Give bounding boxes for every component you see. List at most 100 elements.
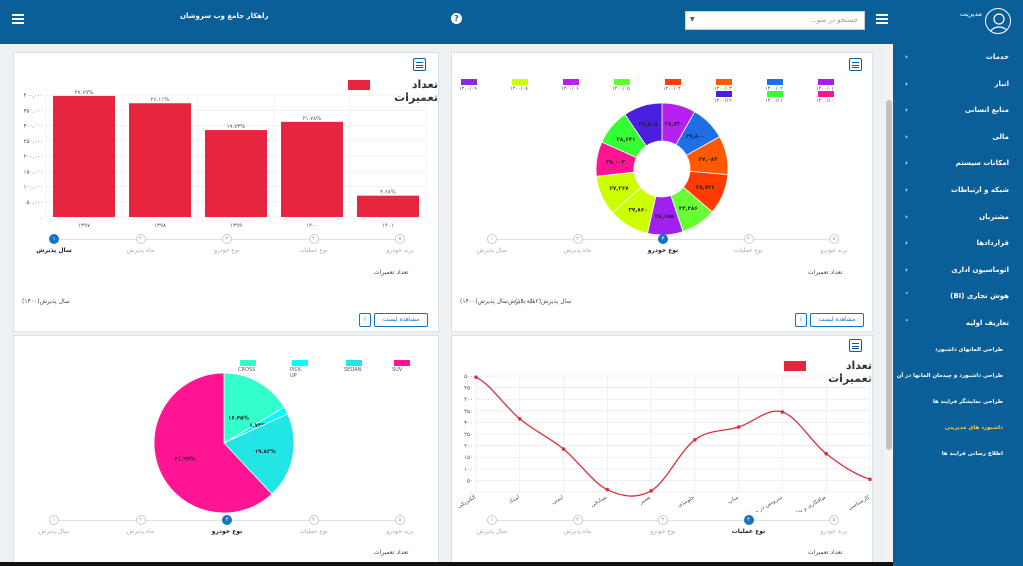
legend-label: CROSS [238,366,256,373]
data-point[interactable] [693,438,697,442]
step-3[interactable]: ۳ [222,234,232,244]
step-5[interactable]: ۵ [395,515,405,525]
step-4[interactable]: ۴ [743,515,754,525]
list-icon[interactable] [876,14,888,26]
y-tick-label: ۳۵۰,۰۰۰ [24,108,43,114]
bar[interactable] [53,95,115,217]
sidebar-item[interactable]: مالی ‹ [893,124,1023,151]
step-3[interactable]: ۳ [222,515,232,525]
info-button[interactable]: i [359,313,371,327]
step-3[interactable]: ۳ [658,234,668,244]
step-5[interactable]: ۵ [829,234,839,244]
legend-item[interactable]: ۱۴۰۰/۰۳ [714,79,732,92]
step-2[interactable]: ۲ [572,234,583,244]
chart-menu-button[interactable] [413,58,426,71]
chart-menu-button[interactable] [849,58,862,71]
x-tick-label: جلوبندی [677,495,696,509]
sidebar-item[interactable]: منابع انسانی ‹ [893,97,1023,124]
bar[interactable] [357,195,419,217]
legend-item[interactable]: ۱۴۰۰/۰۹ [459,79,477,92]
step-2[interactable]: ۲ [135,515,146,525]
step-1[interactable]: ۱ [49,234,59,244]
y-tick-label: ۴۰۰ [464,397,473,403]
help-icon[interactable]: ? [451,13,462,24]
sidebar-item[interactable]: مشتریان ‹ [893,204,1023,231]
sidebar-item[interactable]: هوش تجاری (BI) ˅ [893,283,1023,310]
legend-item[interactable]: PICK UP [290,360,308,379]
step-4[interactable]: ۴ [308,515,319,525]
step-1[interactable]: ۱ [487,234,497,244]
legend-item[interactable]: ۱۴۰۰/۰۵ [612,79,630,92]
legend-item[interactable]: ۱۴۰۰/۰۲ [765,79,783,92]
data-point[interactable] [780,410,785,414]
pie-chart-panel: CROSS PICK UP SEDAN SUV ۱۶.۴۵% ۱.۷۳% ۱۹.۸۲% ۶۱… [13,335,439,566]
step-3[interactable]: ۳ [658,515,668,525]
legend-item[interactable]: ۱۴۰۰/۱۱ [765,91,783,104]
sidebar-item[interactable]: قراردادها ‹ [893,230,1023,257]
data-point[interactable] [824,451,829,456]
step-1[interactable]: ۱ [49,515,59,525]
step-4[interactable]: ۴ [743,234,754,244]
sidebar-item[interactable]: تعاریف اولیه ˅ [893,310,1023,337]
sidebar-item[interactable]: خدمات ‹ [893,44,1023,71]
step-5[interactable]: ۵ [395,234,405,244]
data-label: ۲۶.۱۱% [151,97,170,103]
x-tick-label: ۱۳۹۷ [78,223,90,229]
x-tick-label: ۱۳۹۸ [154,223,166,229]
bar[interactable] [281,121,343,217]
bar[interactable] [129,103,191,217]
sidebar-item[interactable]: انبار ‹ [893,71,1023,98]
step-2[interactable]: ۲ [572,515,583,525]
data-point[interactable] [517,417,522,421]
sidebar-item[interactable]: امکانات سیستم ‹ [893,150,1023,177]
step-4[interactable]: ۴ [308,234,319,244]
legend-swatch [614,79,630,85]
step-2[interactable]: ۲ [135,234,146,244]
data-point[interactable] [474,375,478,379]
legend-item[interactable]: CROSS [238,360,256,373]
data-point[interactable] [561,447,566,451]
data-point[interactable] [868,477,872,482]
legend-item[interactable]: SEDAN [344,360,362,373]
data-point[interactable] [649,489,653,493]
sidebar-subitem[interactable]: طراحی نمایشگر فرایند ها [932,398,1003,405]
legend-item[interactable]: ۱۴۰۰/۰۸ [510,79,528,92]
view-list-button[interactable]: مشاهده لیست [374,313,428,327]
legend-item[interactable]: ۱۴۰۰/۰۱ [816,79,834,92]
y-tick-label: ۵۰ [467,478,473,484]
x-tick-label: تصادفی [590,494,609,508]
sidebar-item[interactable]: شبکه و ارتباطات ‹ [893,177,1023,204]
avatar-icon[interactable] [985,8,1011,34]
step-label: نوع خودرو [647,247,679,254]
step-1[interactable]: ۱ [487,515,497,525]
pie-slice[interactable] [153,372,273,514]
menu-search-input[interactable]: جستجو در منو... [685,11,865,30]
step-label: برند خودرو [386,528,414,535]
donut-slice[interactable] [624,102,663,147]
line-chart: ۰ ۵۰ ۱۰۰ ۱۵۰ ۲۰۰ ۲۵۰ ۳۰۰ ۳۵۰ ۴۰۰ ۴۵۰ ۵۰۰ الکتریکی ام… [456,374,872,512]
slice-label: ۲۹,۸۰۸ [639,122,659,128]
info-button[interactable]: i [795,313,807,327]
legend-item[interactable]: ۱۴۰۰/۱۰ [816,91,834,104]
legend-item[interactable]: ۱۴۰۰/۱۲ [714,91,732,104]
pie-slice[interactable] [223,413,295,495]
legend-item[interactable]: SUV [392,360,410,373]
step-5[interactable]: ۵ [829,515,839,525]
chart-menu-button[interactable] [849,339,862,352]
view-list-button[interactable]: مشاهده لیست [810,313,864,327]
menu-toggle-icon[interactable] [12,14,24,24]
legend-item[interactable]: ۱۴۰۰/۰۶ [561,79,579,92]
sidebar-subitem[interactable]: اطلاع رسانی فرایند ها [941,450,1003,457]
sidebar-subitem[interactable]: داشبورد های مدیریتی [944,424,1004,431]
data-point[interactable] [605,487,610,492]
legend-item[interactable]: ۱۴۰۰/۰۴ [663,79,681,92]
pie-slice[interactable] [223,372,285,444]
sidebar-subitem[interactable]: طراحی المانهای داشبورد [934,346,1003,353]
bar[interactable] [205,130,267,217]
sidebar-subitem[interactable]: طراحی داشبورد و چیدمان المانها در آن [896,372,1003,379]
username[interactable]: مدیریت [960,10,983,18]
scrollbar-thumb[interactable] [886,100,892,450]
chevron-down-icon[interactable]: ▼ [690,16,695,23]
sidebar-item[interactable]: اتوماسیون اداری ‹ [893,257,1023,284]
data-point[interactable] [736,425,741,429]
